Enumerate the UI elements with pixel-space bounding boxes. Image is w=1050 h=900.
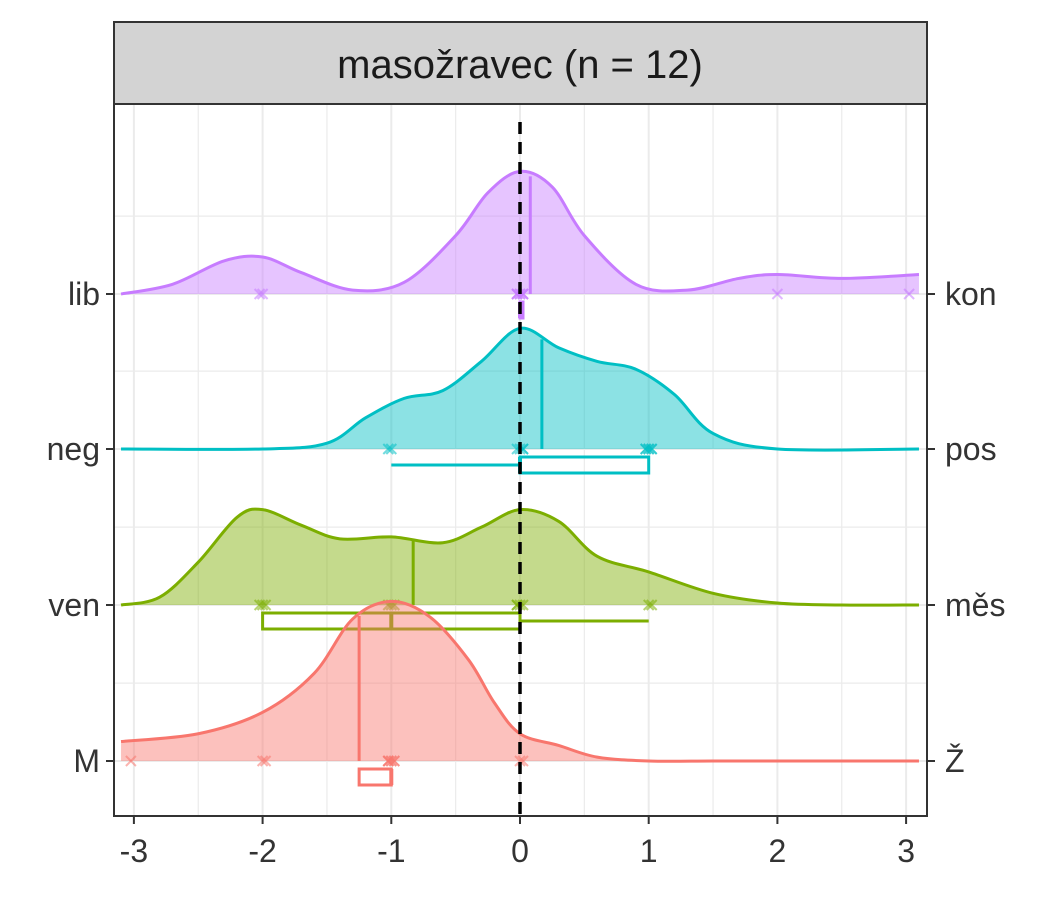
data-point (259, 755, 272, 767)
chart-title: masožravec (n = 12) (337, 43, 703, 87)
density-line (120, 169, 920, 296)
data-point (253, 288, 266, 300)
y-label-left: lib (68, 276, 100, 312)
data-point (903, 288, 915, 300)
x-tick-label: -1 (377, 833, 405, 869)
x-tick-label: 2 (769, 833, 787, 869)
data-point (642, 443, 655, 455)
data-point (256, 599, 269, 611)
y-label-right: měs (945, 587, 1005, 623)
x-tick-label: 1 (640, 833, 658, 869)
data-point (645, 599, 658, 611)
x-tick-label: -2 (248, 833, 276, 869)
x-tick-label: 3 (897, 833, 915, 869)
ridge-M (120, 599, 919, 787)
y-label-right: Ž (945, 743, 965, 779)
y-label-left: neg (47, 431, 100, 467)
data-point (256, 288, 269, 300)
data-point (125, 755, 137, 767)
data-point (259, 599, 272, 611)
data-point (256, 755, 269, 767)
data-point (514, 755, 526, 767)
data-point (645, 443, 658, 455)
density-area (121, 601, 919, 762)
data-point (385, 755, 398, 767)
data-point (382, 755, 395, 767)
ridge-ven (120, 507, 919, 631)
y-label-left: M (73, 743, 100, 779)
data-point (642, 599, 655, 611)
density-line (120, 507, 919, 607)
data-point (385, 443, 398, 455)
data-point (771, 288, 784, 300)
density-line (120, 599, 919, 763)
facet-strip: masožravec (n = 12) (113, 21, 928, 105)
y-label-right: kon (945, 276, 997, 312)
x-tick-label: 0 (511, 833, 529, 869)
data-point (382, 443, 395, 455)
y-label-right: pos (945, 431, 997, 467)
density-area (121, 509, 919, 606)
facet-strip-background (113, 21, 928, 105)
x-tick-label: -3 (120, 833, 148, 869)
y-label-left: ven (48, 587, 100, 623)
